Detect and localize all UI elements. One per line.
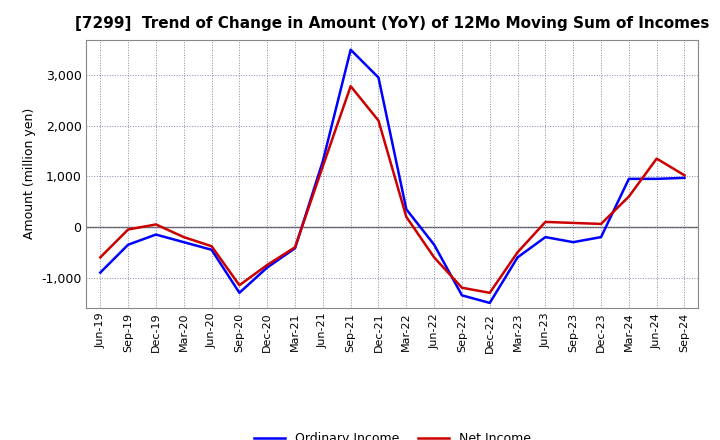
Ordinary Income: [652, 176, 661, 182]
Ordinary Income: [680, 175, 689, 180]
Ordinary Income: [291, 246, 300, 251]
Ordinary Income: [458, 293, 467, 298]
Net Income: [207, 244, 216, 249]
Net Income: [152, 222, 161, 227]
Ordinary Income: [513, 255, 522, 260]
Line: Ordinary Income: Ordinary Income: [100, 50, 685, 303]
Ordinary Income: [318, 158, 327, 164]
Net Income: [652, 156, 661, 161]
Ordinary Income: [374, 75, 383, 80]
Ordinary Income: [485, 300, 494, 305]
Net Income: [569, 220, 577, 226]
Net Income: [680, 172, 689, 178]
Net Income: [513, 249, 522, 255]
Net Income: [597, 221, 606, 227]
Net Income: [318, 164, 327, 169]
Net Income: [541, 219, 550, 224]
Net Income: [458, 285, 467, 290]
Ordinary Income: [96, 270, 104, 275]
Net Income: [374, 118, 383, 123]
Net Income: [96, 255, 104, 260]
Ordinary Income: [152, 232, 161, 237]
Ordinary Income: [235, 290, 243, 295]
Net Income: [624, 194, 633, 199]
Title: [7299]  Trend of Change in Amount (YoY) of 12Mo Moving Sum of Incomes: [7299] Trend of Change in Amount (YoY) o…: [75, 16, 710, 32]
Ordinary Income: [624, 176, 633, 182]
Ordinary Income: [124, 242, 132, 247]
Ordinary Income: [263, 265, 271, 270]
Ordinary Income: [207, 247, 216, 253]
Net Income: [346, 84, 355, 89]
Ordinary Income: [597, 235, 606, 240]
Net Income: [430, 255, 438, 260]
Ordinary Income: [402, 207, 410, 212]
Net Income: [485, 290, 494, 295]
Legend: Ordinary Income, Net Income: Ordinary Income, Net Income: [248, 427, 536, 440]
Y-axis label: Amount (million yen): Amount (million yen): [22, 108, 35, 239]
Line: Net Income: Net Income: [100, 86, 685, 293]
Net Income: [263, 262, 271, 268]
Net Income: [402, 214, 410, 220]
Ordinary Income: [346, 47, 355, 52]
Ordinary Income: [179, 239, 188, 245]
Ordinary Income: [541, 235, 550, 240]
Ordinary Income: [569, 239, 577, 245]
Net Income: [291, 245, 300, 250]
Net Income: [124, 227, 132, 232]
Net Income: [179, 235, 188, 240]
Ordinary Income: [430, 242, 438, 247]
Net Income: [235, 282, 243, 288]
